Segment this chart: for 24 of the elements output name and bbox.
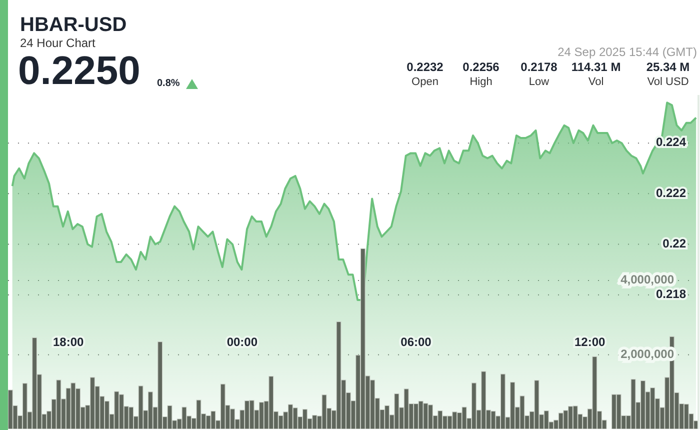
x-tick-label: 06:00 (400, 335, 432, 350)
chart-subtitle: 24 Hour Chart (20, 36, 96, 50)
y-tick-label: 0.224 (656, 135, 686, 150)
x-tick-label: 00:00 (226, 335, 258, 350)
y-tick-label: 0.222 (656, 186, 686, 200)
x-tick-label: 12:00 (574, 335, 606, 350)
text: 0.2256 (462, 60, 500, 74)
text: 0.2232 (406, 60, 444, 74)
text: 114.31 M (570, 60, 622, 74)
y-tick-label: 0.218 (656, 287, 686, 302)
text: Low (528, 76, 550, 88)
text: 0.2250 (18, 48, 140, 94)
text: 24 Sep 2025 15:44 (GMT) (558, 45, 697, 59)
text: Open (410, 76, 440, 88)
text: 25.34 M (645, 60, 691, 74)
x-tick-label: 18:00 (53, 335, 84, 350)
y2-tick-label: 4,000,000 (620, 272, 674, 287)
y-tick-label: 0.22 (662, 236, 686, 250)
text: Vol USD (646, 76, 690, 88)
text: 0.2178 (520, 60, 558, 74)
text: High (468, 76, 494, 88)
chart-title: HBAR-USD (20, 14, 127, 37)
text: Vol (587, 76, 605, 88)
text: 0.8% (157, 78, 180, 89)
